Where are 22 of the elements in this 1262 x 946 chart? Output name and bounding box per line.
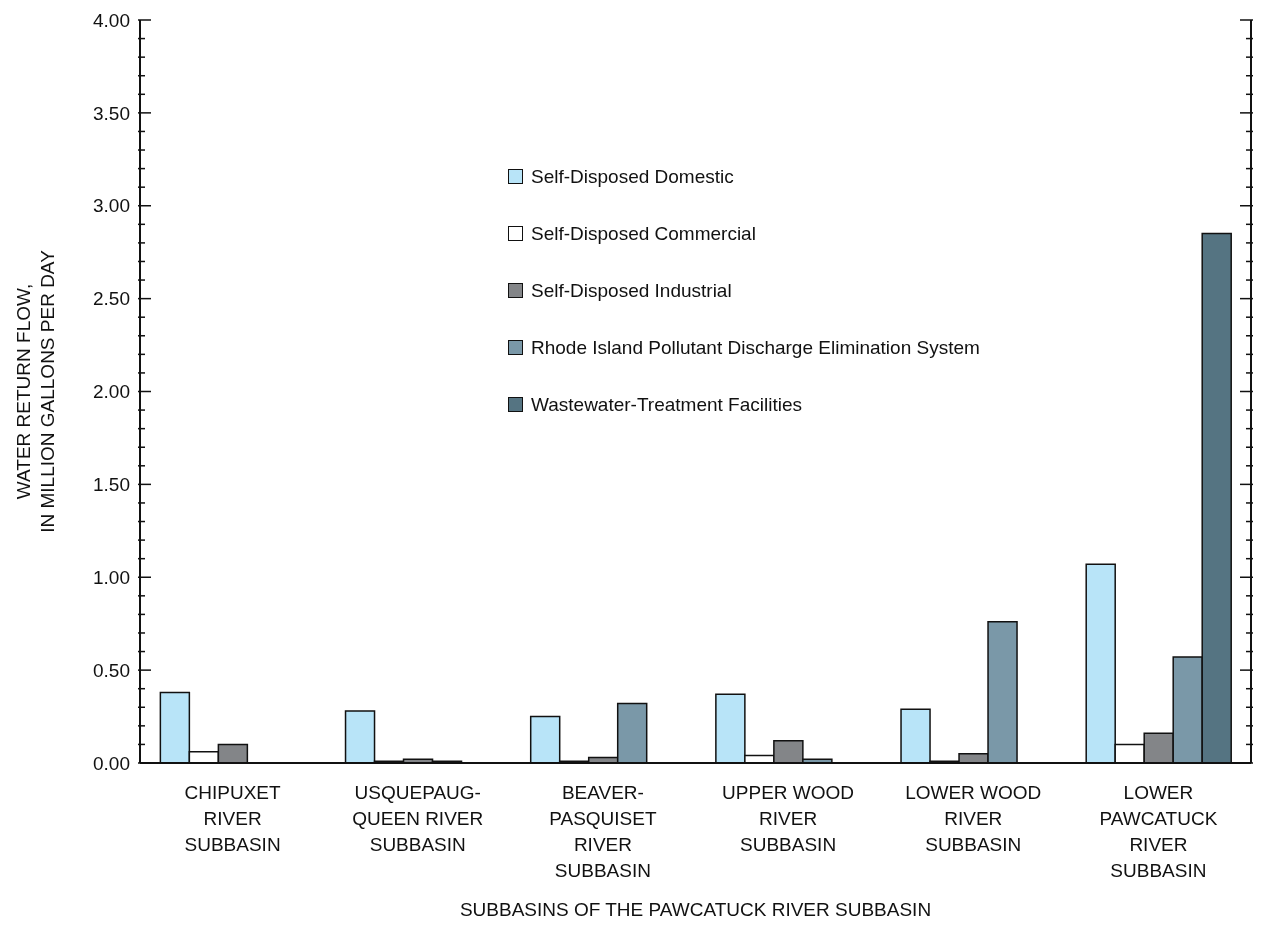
x-tick-label: CHIPUXET RIVER SUBBASIN	[184, 782, 282, 855]
legend-label: Wastewater-Treatment Facilities	[531, 393, 802, 416]
x-tick-label: BEAVER-PASQUISET RIVER SUBBASIN	[549, 782, 657, 881]
y-tick-label: 3.50	[93, 102, 130, 124]
x-tick-label: LOWER PAWCATUCK RIVER SUBBASIN	[1099, 782, 1218, 881]
y-tick-label: 3.00	[93, 195, 130, 217]
legend-label: Self-Disposed Domestic	[531, 165, 734, 188]
y-tick-label: 1.00	[93, 566, 130, 588]
y-axis-title: WATER RETURN FLOW, IN MILLION GALLONS PER DAY	[13, 249, 58, 533]
y-tick-label: 0.50	[93, 659, 130, 681]
x-tick-label: USQUEPAUG-QUEEN RIVER SUBBASIN	[352, 782, 484, 855]
y-tick-label: 2.50	[93, 288, 130, 310]
x-tick-label: UPPER WOOD RIVER SUBBASIN	[722, 782, 855, 855]
y-tick-label: 1.50	[93, 474, 130, 496]
legend-label: Rhode Island Pollutant Discharge Elimination System	[531, 336, 980, 359]
y-tick-label: 4.00	[93, 9, 130, 31]
legend-label: Self-Disposed Commercial	[531, 222, 756, 245]
legend-label: Self-Disposed Industrial	[531, 279, 732, 302]
y-tick-label: 0.00	[93, 752, 130, 774]
x-tick-label: LOWER WOOD RIVER SUBBASIN	[905, 782, 1042, 855]
y-tick-label: 2.00	[93, 381, 130, 403]
x-axis-title: SUBBASINS OF THE PAWCATUCK RIVER SUBBASIN	[459, 899, 932, 920]
